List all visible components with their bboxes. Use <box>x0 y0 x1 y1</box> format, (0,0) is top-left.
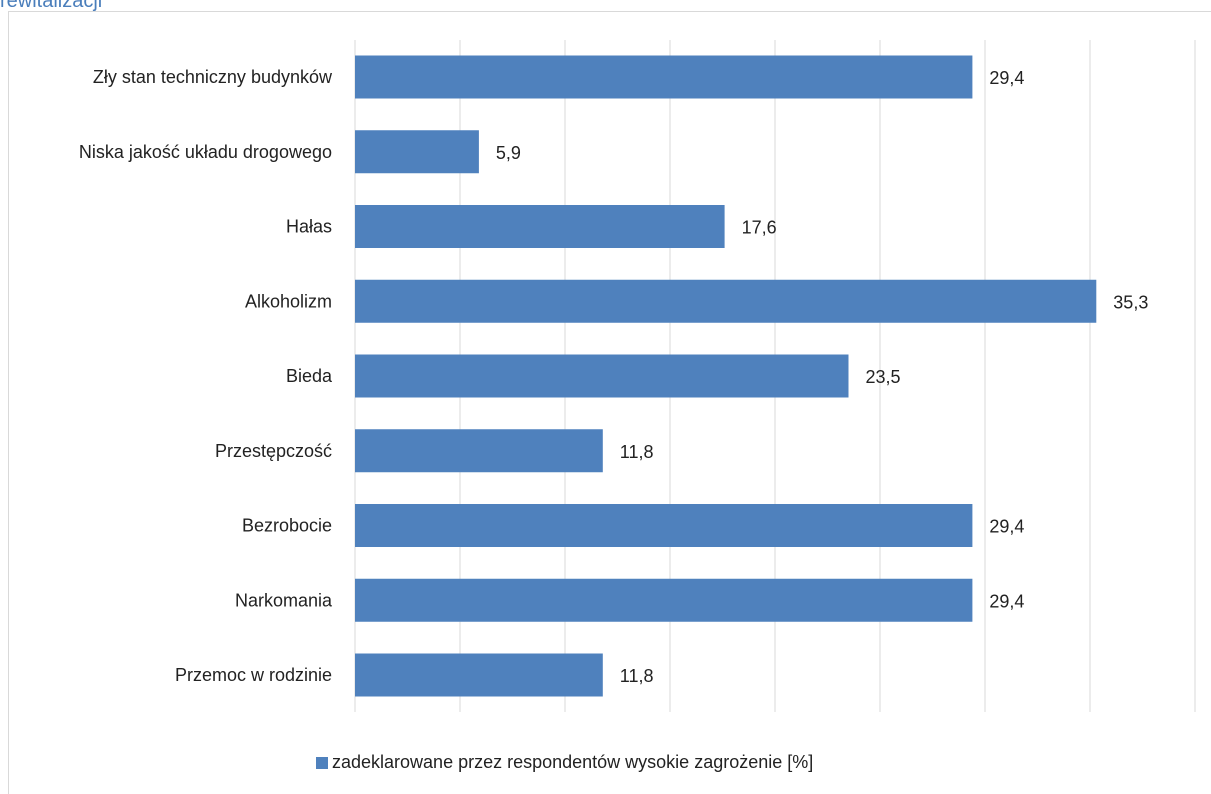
category-labels: Zły stan techniczny budynków Niska jakość… <box>79 67 333 685</box>
value-label: 23,5 <box>866 367 901 387</box>
figure-caption: rewitalizacji <box>0 0 103 12</box>
legend-swatch <box>316 756 328 769</box>
value-label: 29,4 <box>989 517 1024 537</box>
bar <box>355 354 849 398</box>
legend-label: zadeklarowane przez respondentów wysokie… <box>332 752 814 772</box>
value-label: 5,9 <box>496 143 521 163</box>
category-label: Zły stan techniczny budynków <box>93 67 333 87</box>
bar <box>355 578 973 622</box>
category-label: Alkoholizm <box>245 291 332 311</box>
bar <box>355 205 725 248</box>
value-label: 35,3 <box>1113 292 1148 312</box>
bar <box>355 653 603 697</box>
value-label: 17,6 <box>742 218 777 238</box>
category-label: Narkomania <box>235 590 333 610</box>
value-label: 11,8 <box>620 442 654 462</box>
bar <box>355 55 973 99</box>
value-label: 29,4 <box>989 591 1024 611</box>
category-label: Niska jakość układu drogowego <box>79 142 332 162</box>
category-label: Hałas <box>286 217 332 237</box>
value-label: 29,4 <box>989 68 1024 88</box>
chart-frame <box>8 11 1211 794</box>
category-label: Przestępczość <box>215 441 332 461</box>
bar <box>355 504 973 547</box>
value-labels: 29,4 5,9 17,6 35,3 23,5 11,8 29,4 29,4 11,8 <box>496 68 1148 686</box>
bar <box>355 279 1097 323</box>
bar <box>355 130 479 174</box>
category-label: Przemoc w rodzinie <box>175 665 332 685</box>
value-label: 11,8 <box>620 666 654 686</box>
bars <box>355 55 1097 697</box>
legend: zadeklarowane przez respondentów wysokie… <box>316 752 813 773</box>
bar <box>355 429 603 473</box>
category-label: Bieda <box>286 366 333 386</box>
category-label: Bezrobocie <box>242 516 332 536</box>
